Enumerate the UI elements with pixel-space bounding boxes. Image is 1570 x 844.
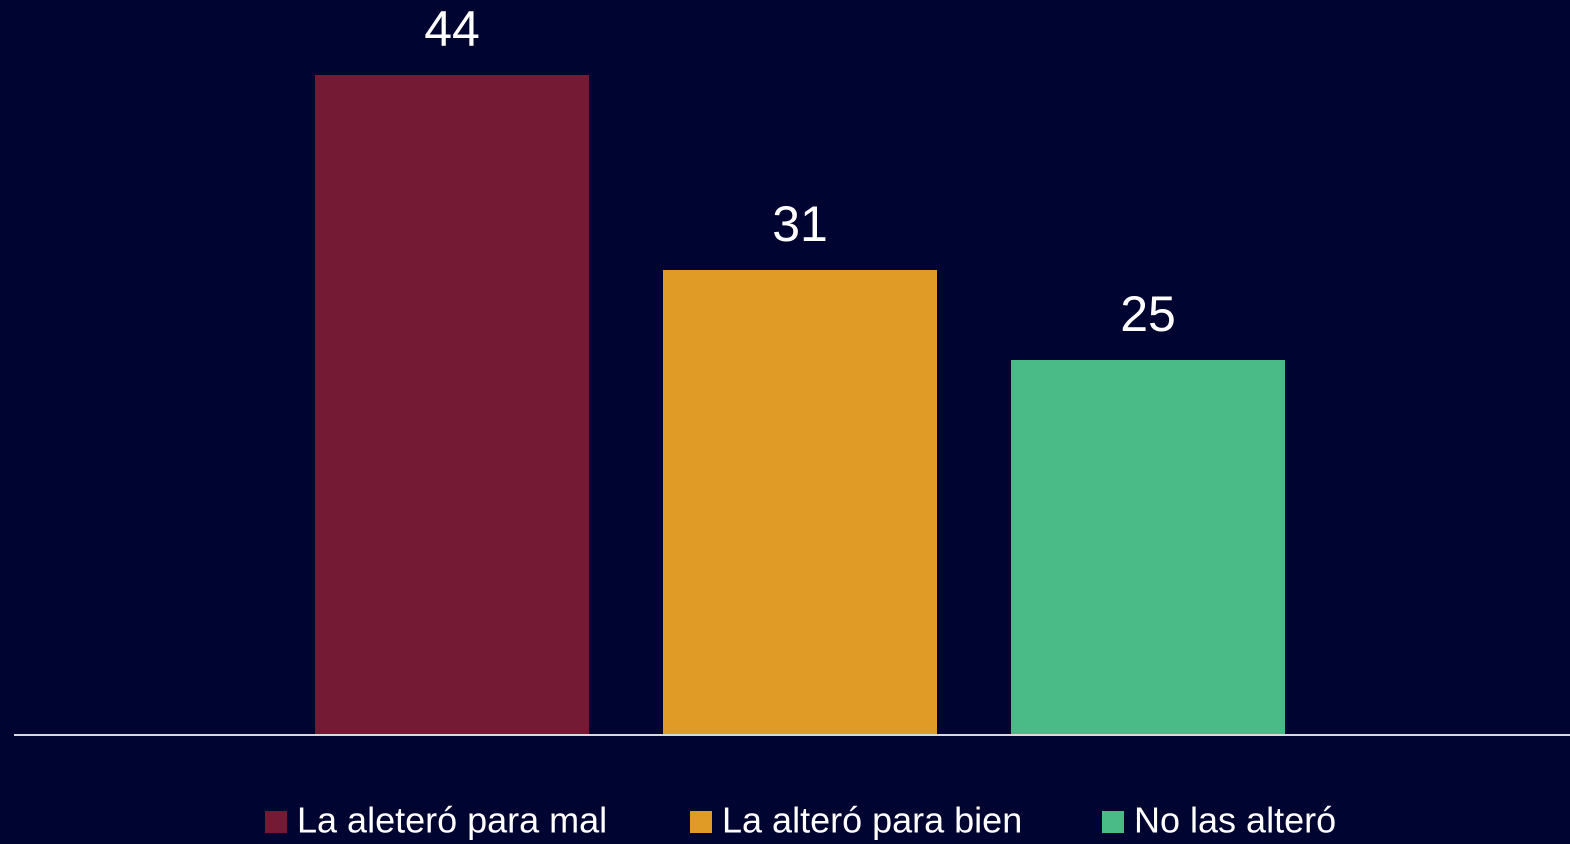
bar bbox=[663, 270, 937, 735]
data-label: 25 bbox=[1120, 286, 1176, 342]
legend-swatch bbox=[1102, 811, 1124, 833]
bar bbox=[1011, 360, 1285, 735]
legend-label: La alteró para bien bbox=[722, 800, 1022, 841]
legend-label: La aleteró para mal bbox=[297, 800, 607, 841]
legend-swatch bbox=[690, 811, 712, 833]
legend-swatch bbox=[265, 811, 287, 833]
legend-label: No las alteró bbox=[1134, 800, 1336, 841]
data-label: 31 bbox=[772, 196, 828, 252]
data-label: 44 bbox=[424, 1, 480, 57]
bar bbox=[315, 75, 589, 735]
